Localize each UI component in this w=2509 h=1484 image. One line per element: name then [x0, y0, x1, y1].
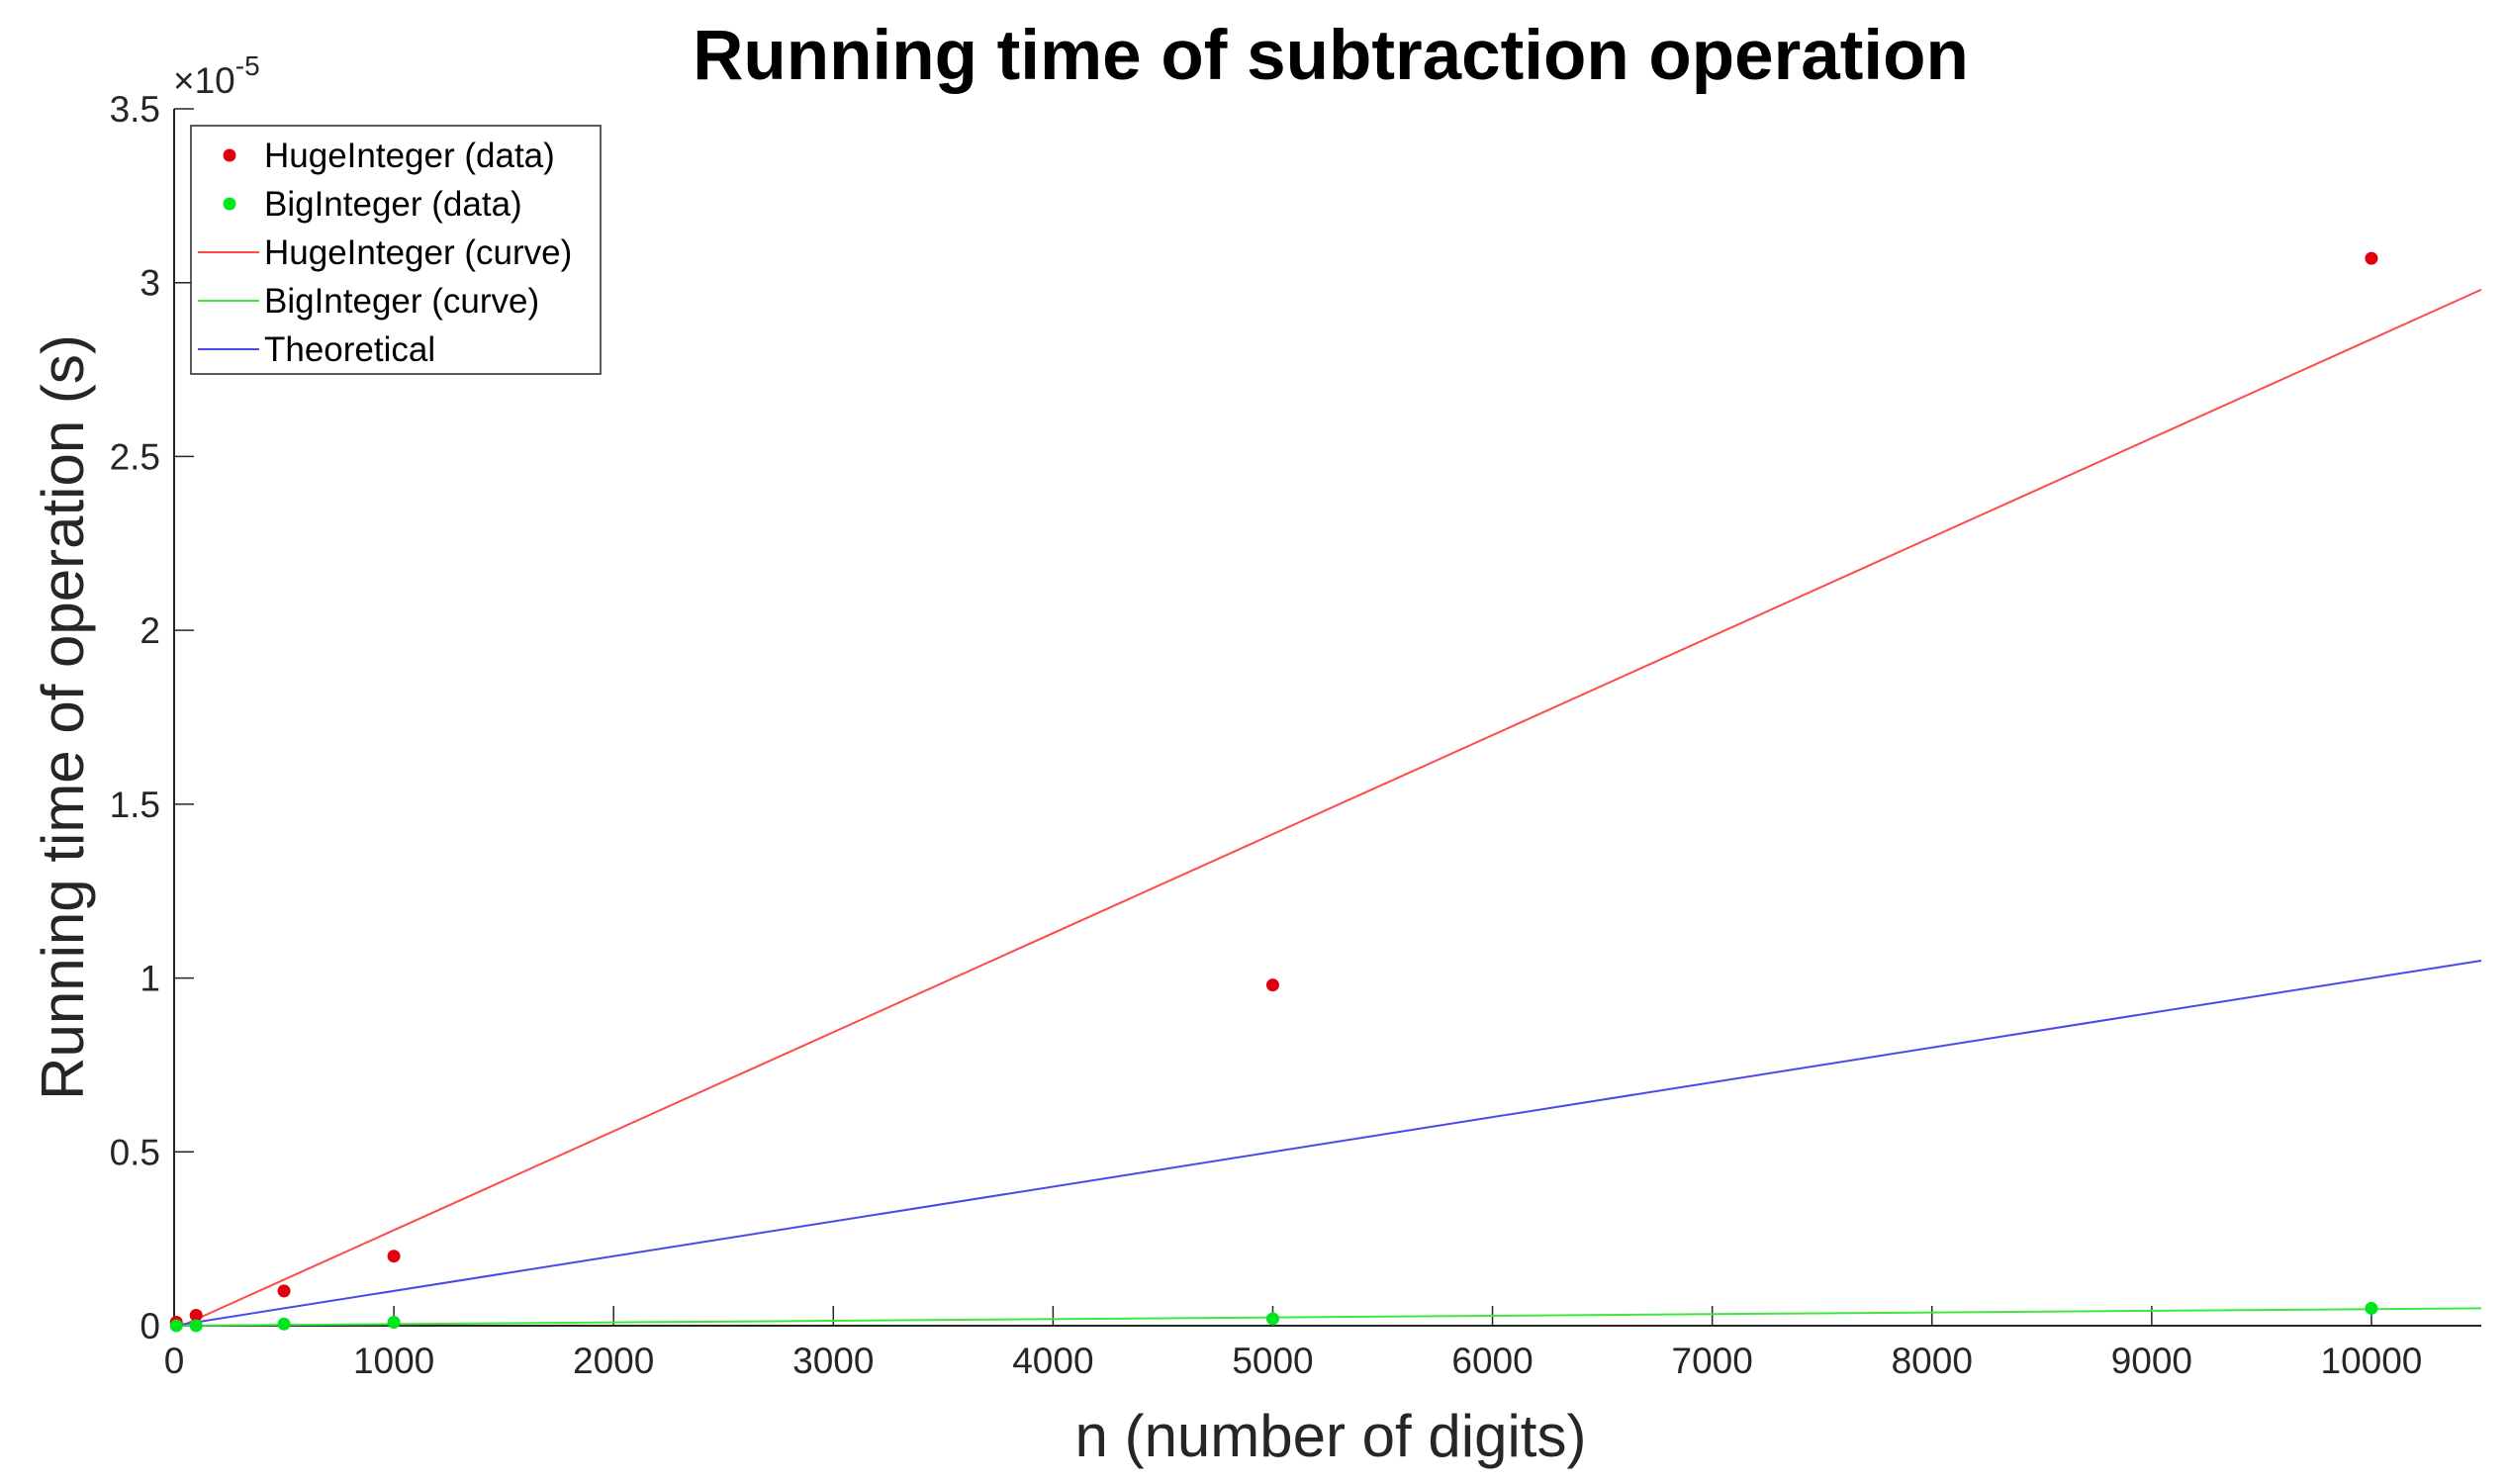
series-line-4	[173, 960, 2482, 1327]
curve-lines	[173, 288, 2482, 1331]
legend-label: HugeInteger (data)	[264, 137, 555, 175]
data-point-series-1	[2365, 1301, 2378, 1315]
y-axis-ticks: 0 0.5 1 1.5 2 2.5 3 3.5	[110, 89, 194, 1346]
y-tick-label: 1	[139, 959, 160, 999]
data-point-series-0	[1265, 978, 1279, 992]
x-tick-label: 3000	[792, 1341, 874, 1381]
y-tick-label: 1.5	[110, 785, 160, 825]
legend-label: Theoretical	[264, 330, 435, 369]
data-point-series-0	[277, 1284, 291, 1298]
legend-box	[190, 125, 602, 375]
chart-title: Running time of subtraction operation	[693, 17, 1969, 95]
x-axis-label: n (number of digits)	[1075, 1403, 1587, 1469]
legend-label: BigInteger (curve)	[264, 282, 539, 321]
y-tick-label: 0	[139, 1306, 160, 1346]
y-tick-label: 2	[139, 610, 160, 651]
y-axis-label: Running time of operation (s)	[30, 334, 96, 1100]
x-tick-label: 6000	[1451, 1341, 1533, 1381]
y-tick-label: 2.5	[110, 436, 160, 477]
x-tick-label: 5000	[1232, 1341, 1313, 1381]
x-tick-label: 9000	[2111, 1341, 2192, 1381]
series-line-2	[173, 288, 2482, 1331]
data-point-series-1	[1265, 1312, 1279, 1326]
y-tick-label: 3	[139, 263, 160, 304]
plot-axes	[173, 109, 2481, 1327]
x-axis-ticks: 0 1000 2000 3000 4000 5000 6000 7000 8000 9000 100…	[164, 1306, 2423, 1381]
data-point-series-0	[387, 1250, 401, 1263]
x-tick-label: 7000	[1672, 1341, 1753, 1381]
legend: HugeInteger (data) BigInteger (data) HugeI…	[190, 125, 602, 375]
x-tick-label: 0	[164, 1341, 185, 1381]
data-point-series-0	[2365, 251, 2378, 265]
x-tick-label: 10000	[2321, 1341, 2423, 1381]
x-tick-label: 1000	[353, 1341, 434, 1381]
legend-marker	[223, 197, 236, 211]
legend-label: BigInteger (data)	[264, 185, 522, 224]
legend-marker	[223, 148, 236, 162]
x-tick-label: 4000	[1012, 1341, 1093, 1381]
exponent-power: -5	[235, 50, 260, 81]
x-tick-label: 8000	[1892, 1341, 1973, 1381]
y-tick-label: 3.5	[110, 89, 160, 130]
svg-text:×10-5: ×10-5	[173, 50, 260, 101]
y-axis-exponent: ×10-5	[173, 50, 260, 101]
x-tick-label: 2000	[573, 1341, 654, 1381]
data-points	[169, 251, 2378, 1333]
exponent-times-sign: ×	[173, 60, 195, 101]
exponent-base: 10	[195, 60, 235, 101]
data-point-series-0	[189, 1308, 203, 1322]
legend-label: HugeInteger (curve)	[264, 233, 572, 272]
data-point-series-1	[189, 1319, 203, 1333]
series-line-3	[173, 1307, 2482, 1327]
data-point-series-1	[277, 1317, 291, 1331]
y-tick-label: 0.5	[110, 1132, 160, 1172]
data-point-series-1	[387, 1315, 401, 1329]
data-point-series-1	[169, 1319, 183, 1333]
